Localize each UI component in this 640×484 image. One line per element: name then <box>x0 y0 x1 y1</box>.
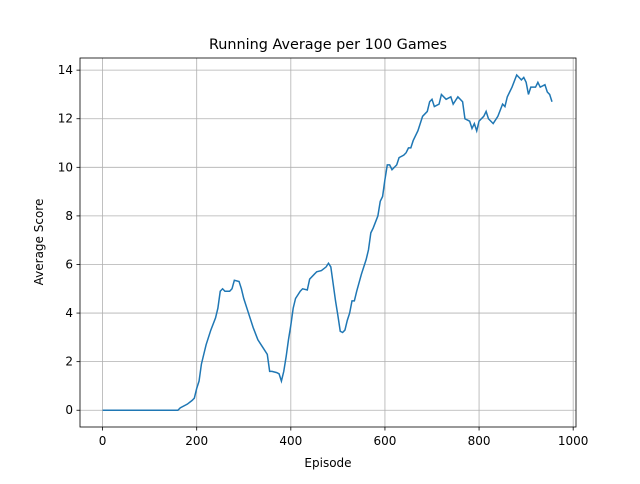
y-tick-label: 0 <box>65 403 73 417</box>
y-tick-label: 14 <box>58 63 73 77</box>
y-tick-label: 8 <box>65 209 73 223</box>
x-tick-label: 800 <box>468 434 491 448</box>
y-tick-label: 10 <box>58 160 73 174</box>
chart-title: Running Average per 100 Games <box>209 37 447 53</box>
x-tick-label: 1000 <box>558 434 589 448</box>
x-tick-label: 400 <box>279 434 302 448</box>
y-tick-label: 2 <box>65 355 73 369</box>
data-line <box>102 73 553 411</box>
x-tick-label: 600 <box>373 434 396 448</box>
x-tick-label: 200 <box>185 434 208 448</box>
y-tick-label: 6 <box>65 257 73 271</box>
x-tick-label: 0 <box>99 434 107 448</box>
y-axis-label: Average Score <box>32 199 46 286</box>
y-tick-label: 4 <box>65 306 73 320</box>
plot-frame <box>79 57 577 428</box>
x-axis-label: Episode <box>304 456 351 470</box>
y-tick-label: 12 <box>58 112 73 126</box>
